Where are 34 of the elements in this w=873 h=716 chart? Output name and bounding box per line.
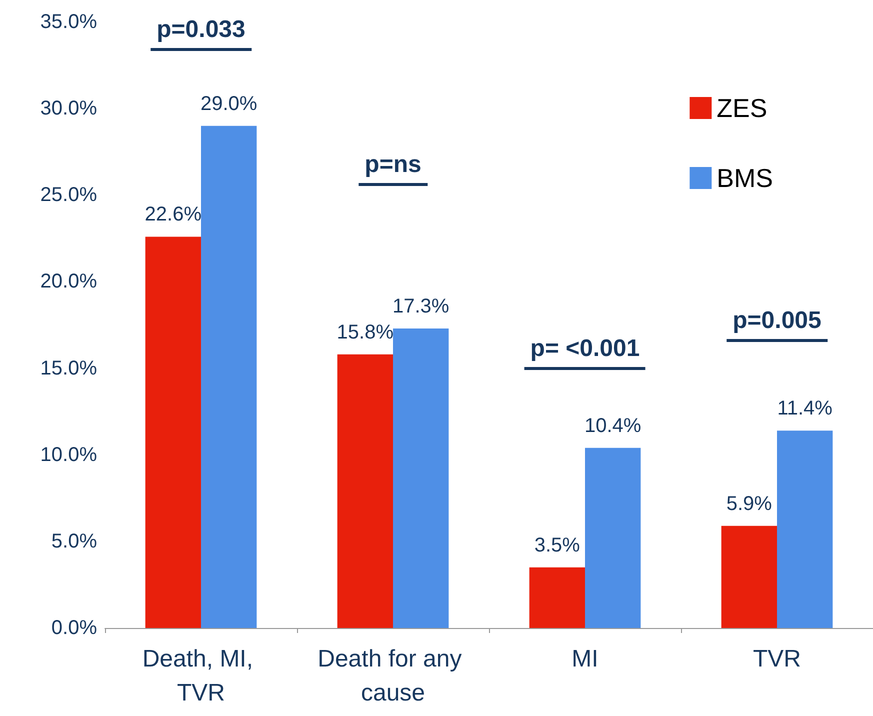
y-tick-label: 30.0% — [40, 98, 98, 120]
bar — [337, 354, 393, 628]
bar — [393, 328, 449, 628]
y-tick-label: 20.0% — [40, 270, 98, 293]
bar — [585, 448, 641, 628]
annotation: p= <0.001 — [524, 335, 646, 370]
data-label: 15.8% — [336, 321, 394, 344]
legend-label: ZES — [716, 93, 768, 123]
y-tick-label: 35.0% — [40, 11, 98, 33]
bar — [777, 430, 833, 628]
x-tick-label: Death for any cause — [318, 646, 468, 706]
data-label: 3.5% — [534, 534, 580, 556]
x-tick-label: Death, MI, TVR — [142, 646, 260, 706]
bar — [529, 567, 585, 628]
annotation: p=ns — [358, 151, 428, 186]
x-tick-label: TVR — [753, 646, 801, 672]
data-label: 29.0% — [200, 92, 258, 115]
y-tick-label: 0.0% — [51, 617, 98, 639]
data-label: 10.4% — [584, 414, 642, 437]
data-label: 22.6% — [144, 204, 202, 226]
y-tick-label: 15.0% — [40, 357, 98, 380]
bar — [201, 126, 257, 628]
bar — [145, 236, 201, 628]
x-tick-label: MI — [572, 646, 598, 672]
annotation: p=0.005 — [726, 307, 828, 342]
annotation: p=0.033 — [150, 16, 252, 52]
data-label: 11.4% — [777, 398, 833, 420]
y-tick-label: 10.0% — [40, 444, 98, 466]
y-tick-label: 5.0% — [51, 530, 98, 552]
data-label: 5.9% — [726, 492, 772, 515]
y-tick-label: 25.0% — [40, 184, 98, 206]
data-label: 17.3% — [392, 295, 450, 318]
bar — [721, 526, 777, 628]
legend-label: BMS — [716, 163, 773, 193]
